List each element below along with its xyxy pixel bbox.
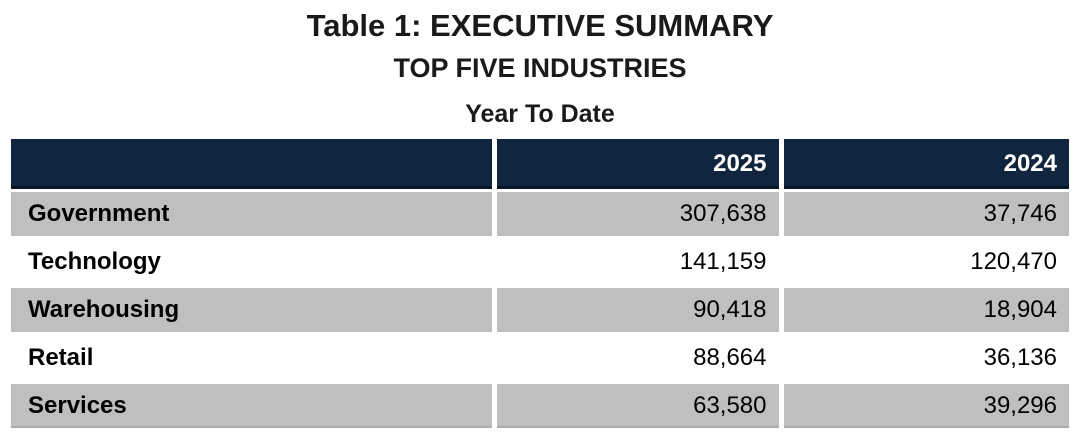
report-title: Table 1: EXECUTIVE SUMMARY — [306, 8, 774, 43]
value-2025-cell: 307,638 — [494, 190, 784, 240]
industry-cell: Warehousing — [11, 286, 497, 336]
industry-cell: Services — [11, 382, 497, 432]
value-2024-cell: 39,296 — [781, 382, 1069, 432]
value-2025-cell: 141,159 — [494, 238, 784, 288]
report-period: Year To Date — [465, 100, 615, 128]
value-2024-cell: 18,904 — [781, 286, 1069, 336]
table-row: Retail 88,664 36,136 — [11, 334, 1069, 384]
table-row: Government 307,638 37,746 — [11, 190, 1069, 240]
value-2024-cell: 37,746 — [781, 190, 1069, 240]
table-body: Government 307,638 37,746 Technology 141,159… — [11, 190, 1069, 432]
table-header-row: 2025 2024 — [11, 139, 1069, 192]
value-2025-cell: 90,418 — [494, 286, 784, 336]
industry-cell: Technology — [11, 238, 497, 288]
year-2025-column-header: 2025 — [494, 139, 784, 192]
top-industries-table: 2025 2024 Government 307,638 37,746 Technol… — [11, 139, 1069, 432]
value-2024-cell: 120,470 — [781, 238, 1069, 288]
report-subtitle: TOP FIVE INDUSTRIES — [393, 53, 687, 83]
industry-cell: Retail — [11, 334, 497, 384]
value-2024-cell: 36,136 — [781, 334, 1069, 384]
industry-cell: Government — [11, 190, 497, 240]
value-2025-cell: 88,664 — [494, 334, 784, 384]
table-row: Warehousing 90,418 18,904 — [11, 286, 1069, 336]
industry-column-header — [11, 139, 497, 192]
executive-summary-report: Table 1: EXECUTIVE SUMMARY TOP FIVE INDU… — [0, 8, 1080, 437]
table-row: Technology 141,159 120,470 — [11, 238, 1069, 288]
value-2025-cell: 63,580 — [494, 382, 784, 432]
table-row: Services 63,580 39,296 — [11, 382, 1069, 432]
year-2024-column-header: 2024 — [781, 139, 1069, 192]
